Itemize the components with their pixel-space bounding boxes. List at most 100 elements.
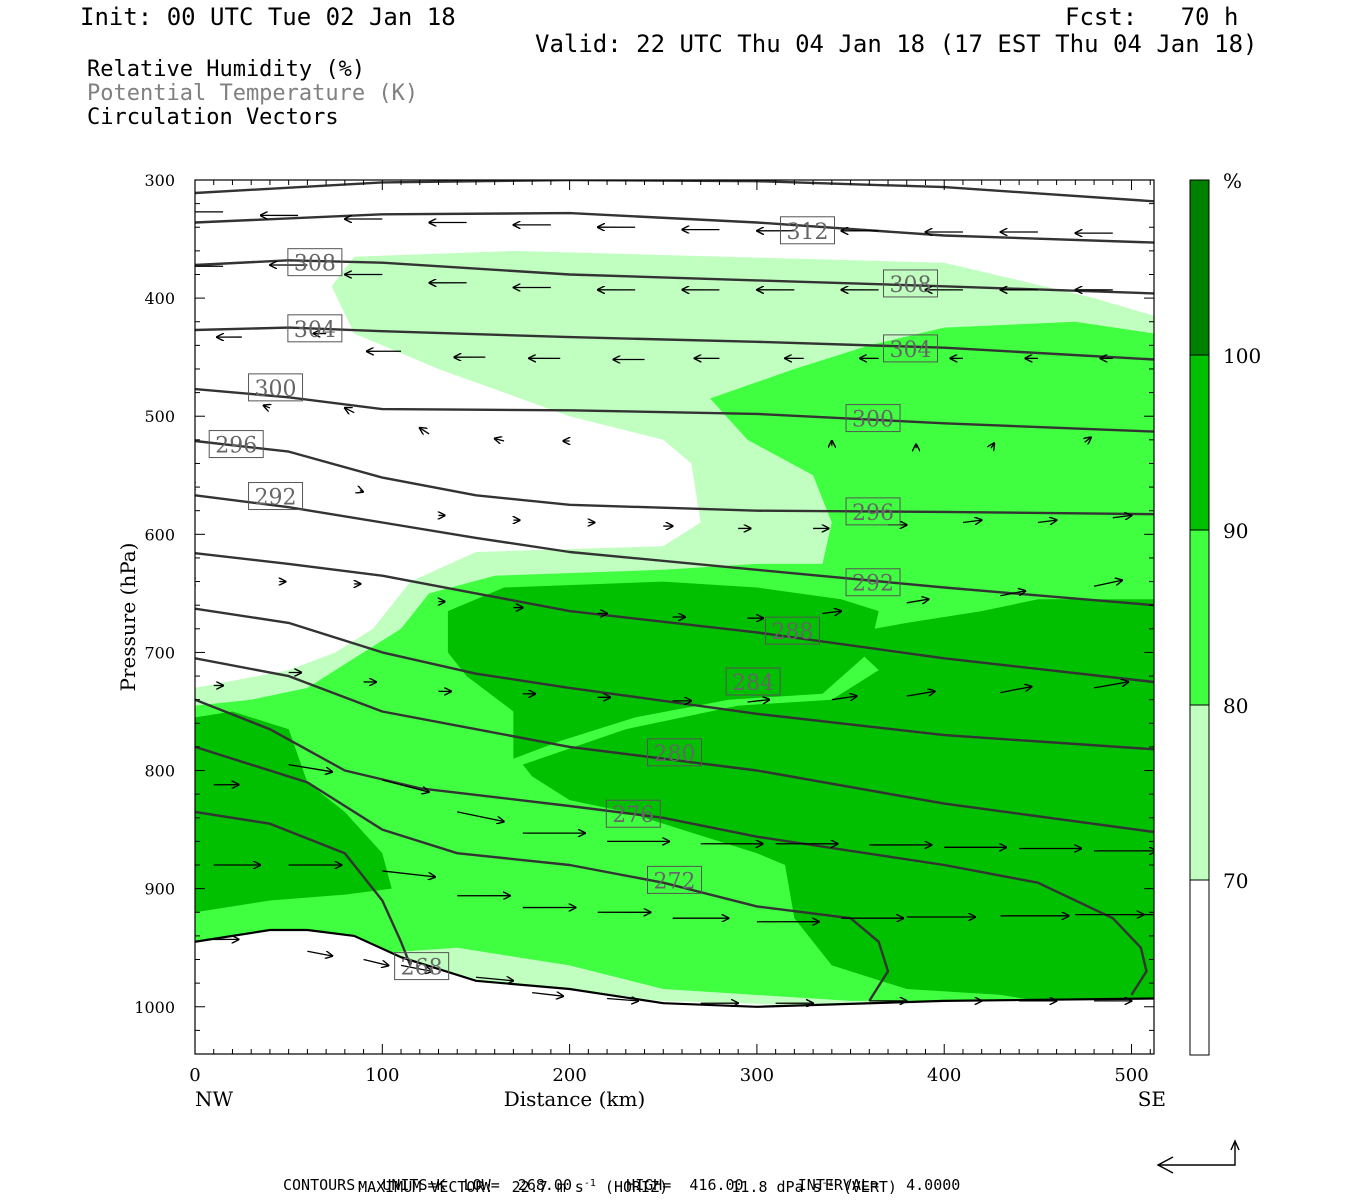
- circulation-vector: [822, 611, 841, 613]
- y-tick-label: 500: [144, 407, 175, 426]
- theta-label-box: [883, 269, 939, 298]
- circulation-vector: [906, 599, 929, 603]
- colorbar-segment: [1190, 705, 1209, 880]
- theta-label: 312: [786, 220, 828, 245]
- rh-region-90: [522, 599, 1154, 1007]
- contour-info: CONTOURS: UNITS=K LOW= 268.00 HIGH= 416.…: [283, 1176, 961, 1194]
- circulation-vector: [345, 408, 355, 413]
- theta-label: 276: [612, 803, 654, 828]
- theta-label-box: [845, 568, 901, 597]
- circulation-vector: [475, 977, 513, 981]
- colorbar-segment: [1190, 880, 1209, 1055]
- theta-label-box: [725, 667, 781, 696]
- theta-contour-288: [195, 552, 1154, 684]
- below-ground-mask: [195, 930, 1154, 1054]
- theta-contour-272: [195, 745, 890, 1002]
- theta-label: 304: [890, 338, 932, 363]
- y-tick-label: 900: [144, 880, 175, 899]
- circulation-vector: [1037, 520, 1057, 522]
- theta-label-box: [845, 497, 901, 526]
- rh-region-90: [447, 581, 879, 759]
- theta-label-box: [394, 952, 450, 981]
- theta-label-box: [779, 216, 835, 245]
- colorbar: 100 90 80 70%: [1189, 169, 1261, 1056]
- theta-label: 288: [772, 620, 814, 645]
- circulation-vector: [1112, 515, 1132, 517]
- theta-contour-280: [195, 657, 1154, 834]
- theta-contour-312: [195, 211, 1154, 244]
- theta-label: 304: [294, 318, 336, 343]
- theta-label-box: [647, 738, 702, 767]
- max-vector-label: MAXIMUM VECTOR:: [358, 1178, 494, 1196]
- theta-label-box: [248, 482, 304, 511]
- x-tick-label: 500: [1114, 1065, 1148, 1086]
- x-axis-title: Distance (km): [504, 1087, 646, 1111]
- theta-label-box: [248, 373, 304, 402]
- theta-contour-284: [195, 607, 1154, 751]
- max-vector-vert: 11.8 dPa s: [731, 1178, 822, 1196]
- field-rh: Relative Humidity (%): [87, 57, 366, 82]
- colorbar-label: 70: [1223, 869, 1248, 893]
- theta-contour-296: [195, 439, 1154, 516]
- x-tick-label: 200: [552, 1065, 586, 1086]
- max-vector-line: MAXIMUM VECTOR: 22.7 m s-1 (HORIZ) 11.8 …: [340, 1158, 897, 1196]
- colorbar-label: 100: [1223, 344, 1261, 368]
- circulation-vector: [962, 520, 982, 522]
- circulation-vectors: [195, 211, 1154, 1003]
- theta-contour-308: [195, 259, 1154, 295]
- colorbar-label: 80: [1223, 694, 1248, 718]
- circulation-vector: [831, 696, 857, 700]
- theta-label: 284: [732, 671, 774, 696]
- circulation-vector: [1000, 687, 1031, 694]
- theta-contour-304: [195, 326, 1154, 361]
- field-vectors: Circulation Vectors: [87, 105, 339, 130]
- y-tick-label: 1000: [134, 998, 175, 1017]
- max-vector-horiz: 22.7 m s: [511, 1178, 584, 1196]
- circulation-vector: [495, 439, 505, 441]
- circulation-vector: [360, 491, 363, 492]
- colorbar-segment: [1190, 180, 1209, 355]
- circulation-vector: [457, 811, 503, 822]
- colorbar-segment: [1190, 530, 1209, 705]
- circulation-vector: [532, 993, 563, 997]
- circulation-vector: [363, 958, 389, 966]
- circulation-vector: [264, 406, 270, 408]
- y-tick-label: 300: [144, 171, 175, 190]
- y-tick-label: 600: [144, 525, 175, 544]
- y-tick-label: 800: [144, 762, 175, 781]
- theta-label: 300: [852, 408, 894, 433]
- circulation-vector: [420, 428, 430, 434]
- circulation-vector: [1085, 437, 1091, 442]
- theta-label: 272: [654, 869, 696, 894]
- theta-label-box: [883, 334, 939, 363]
- circulation-vector: [1000, 591, 1025, 597]
- theta-label: 280: [654, 742, 696, 767]
- theta-label: 292: [255, 486, 297, 511]
- theta-label-box: [845, 404, 901, 433]
- theta-label: 296: [215, 434, 257, 459]
- x-tick-label: 0: [189, 1065, 200, 1086]
- colorbar-label: 90: [1223, 519, 1248, 543]
- x-tick-label: 300: [740, 1065, 774, 1086]
- axes: 0 100 200 300 400 500 300 400 500 600 700 800 900 100…: [116, 171, 1166, 1111]
- theta-label-box: [647, 865, 702, 894]
- horiz-tag: (HORIZ): [604, 1178, 669, 1196]
- reference-vector-icon: [1156, 1139, 1240, 1174]
- rh-shading: [195, 250, 1154, 1054]
- theta-label: 300: [255, 377, 297, 402]
- y-axis-title: Pressure (hPa): [116, 543, 140, 692]
- horiz-exponent: -1: [583, 1178, 596, 1189]
- circulation-vector: [747, 700, 770, 702]
- theta-label: 292: [852, 572, 894, 597]
- endpoint-right: SE: [1138, 1087, 1166, 1111]
- circulation-vector: [607, 998, 638, 1000]
- endpoint-left: NW: [195, 1087, 234, 1111]
- theta-label-box: [287, 314, 343, 343]
- theta-contour-300: [195, 387, 1154, 433]
- circulation-vector: [991, 443, 994, 448]
- theta-label: 308: [294, 252, 336, 277]
- field-theta: Potential Temperature (K): [87, 81, 419, 106]
- colorbar-segment: [1190, 355, 1209, 530]
- x-tick-label: 400: [927, 1065, 961, 1086]
